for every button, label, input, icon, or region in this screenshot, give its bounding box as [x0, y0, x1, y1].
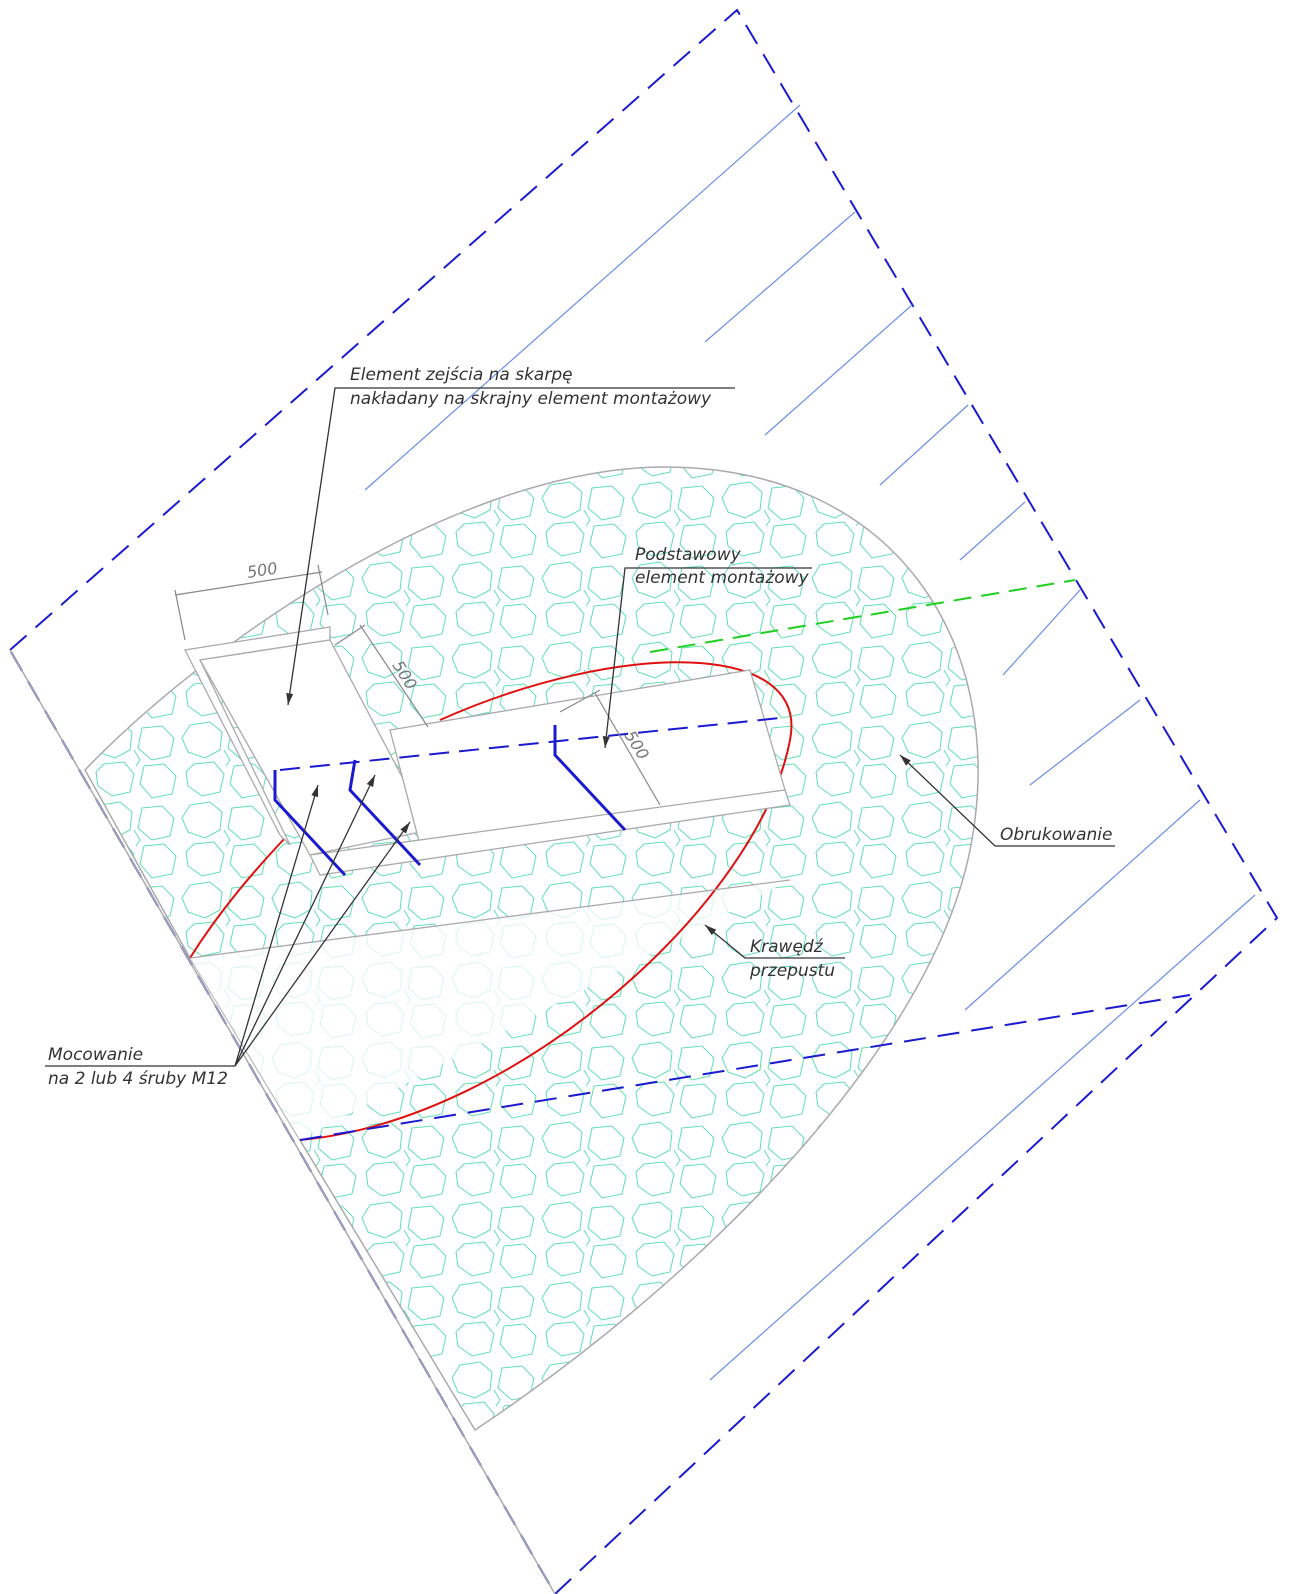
label: nakładany na skrajny element montażowy [350, 389, 712, 409]
label: przepustu [749, 961, 835, 981]
label: Podstawowy [635, 545, 742, 565]
culvert-edge [299, 661, 793, 1141]
hatch [364, 104, 1256, 1381]
label: na 2 lub 4 śruby M12 [48, 1069, 228, 1089]
label: Obrukowanie [1000, 825, 1112, 845]
center-line [279, 717, 781, 771]
dimension-lines [174, 564, 661, 806]
elements [184, 626, 791, 959]
label: Krawędź [750, 937, 824, 957]
dimension: 500 [246, 558, 279, 582]
label: Mocowanie [48, 1045, 143, 1065]
label: element montażowy [635, 568, 810, 588]
culvert-edge [189, 837, 286, 959]
slope-edge [9, 649, 556, 1594]
boundary [299, 994, 1191, 1141]
label: Element zejścia na skarpę [350, 365, 573, 385]
culvert-floor [190, 880, 790, 1140]
leaders [45, 387, 1115, 1067]
axis-line [649, 579, 1076, 653]
